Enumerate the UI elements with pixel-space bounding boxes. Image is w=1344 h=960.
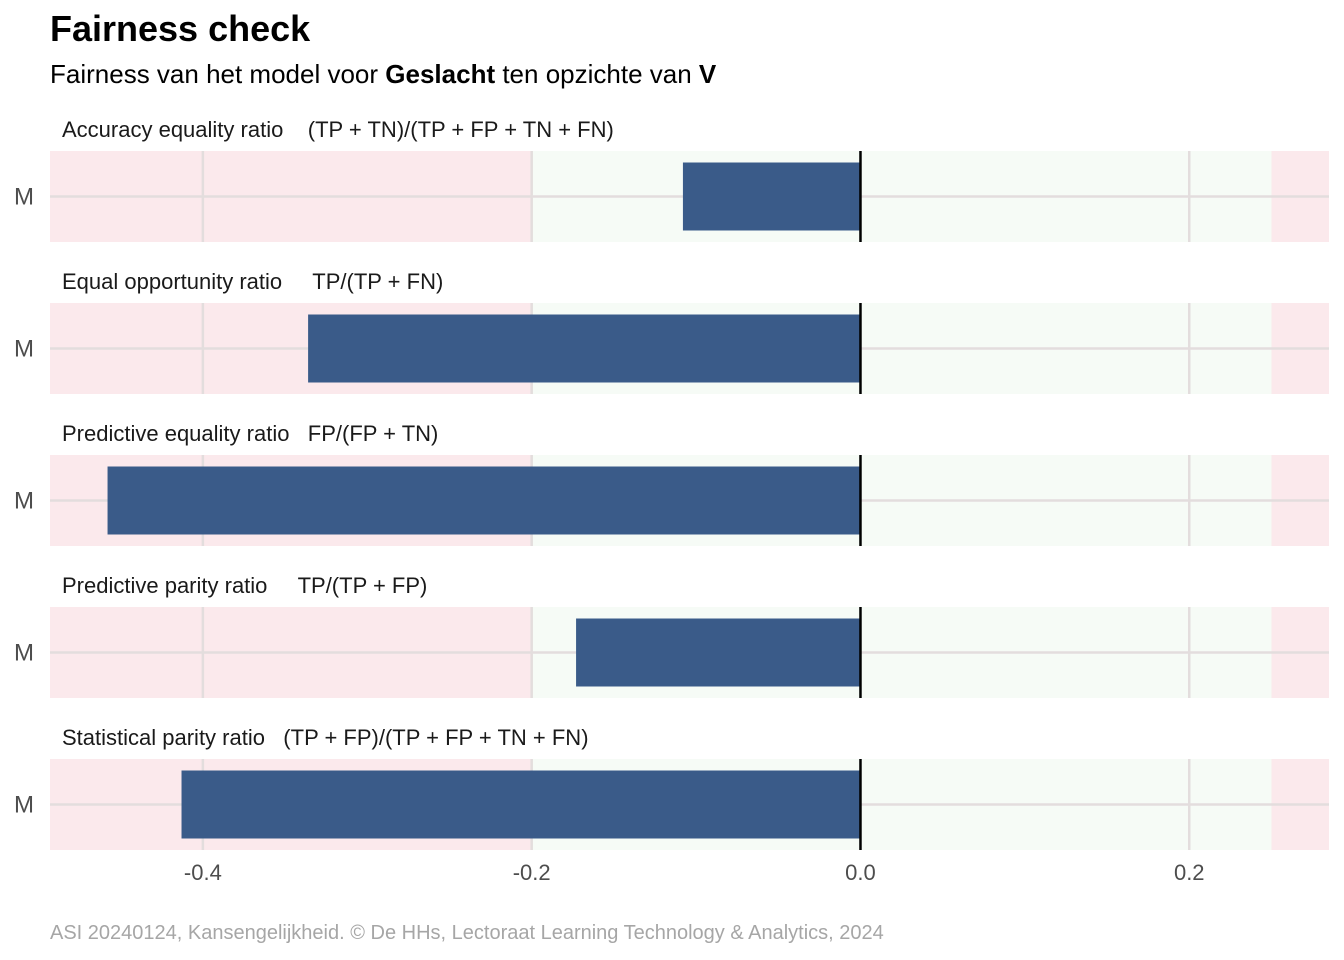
chart-caption: ASI 20240124, Kansengelijkheid. © De HHs… (50, 922, 884, 944)
x-tick-label: 0.0 (845, 860, 876, 885)
subtitle-variable: Geslacht (385, 59, 496, 89)
chart-title: Fairness check (50, 8, 311, 49)
facet-title: Accuracy equality ratio (TP + TN)/(TP + … (62, 117, 614, 142)
category-label: M (14, 488, 34, 515)
subtitle-middle: ten opzichte van (495, 59, 699, 89)
facet-title: Equal opportunity ratio TP/(TP + FN) (62, 269, 443, 294)
x-tick-label: -0.2 (513, 860, 551, 885)
bar (308, 314, 861, 383)
facet-title: Predictive equality ratio FP/(FP + TN) (62, 421, 438, 446)
bar (181, 770, 861, 839)
subtitle-reference: V (698, 59, 717, 89)
category-label: M (14, 792, 34, 819)
chart-subtitle: Fairness van het model voor Geslacht ten… (50, 59, 716, 90)
bar (107, 466, 861, 535)
facet-title: Predictive parity ratio TP/(TP + FP) (62, 573, 427, 598)
x-tick-label: -0.4 (184, 860, 222, 885)
category-label: M (14, 184, 34, 211)
category-label: M (14, 336, 34, 363)
category-label: M (14, 640, 34, 667)
subtitle-prefix: Fairness van het model voor (50, 59, 386, 89)
bar (576, 618, 861, 687)
facet-title: Statistical parity ratio (TP + FP)/(TP +… (62, 725, 589, 750)
x-tick-label: 0.2 (1174, 860, 1205, 885)
bar (682, 162, 861, 231)
